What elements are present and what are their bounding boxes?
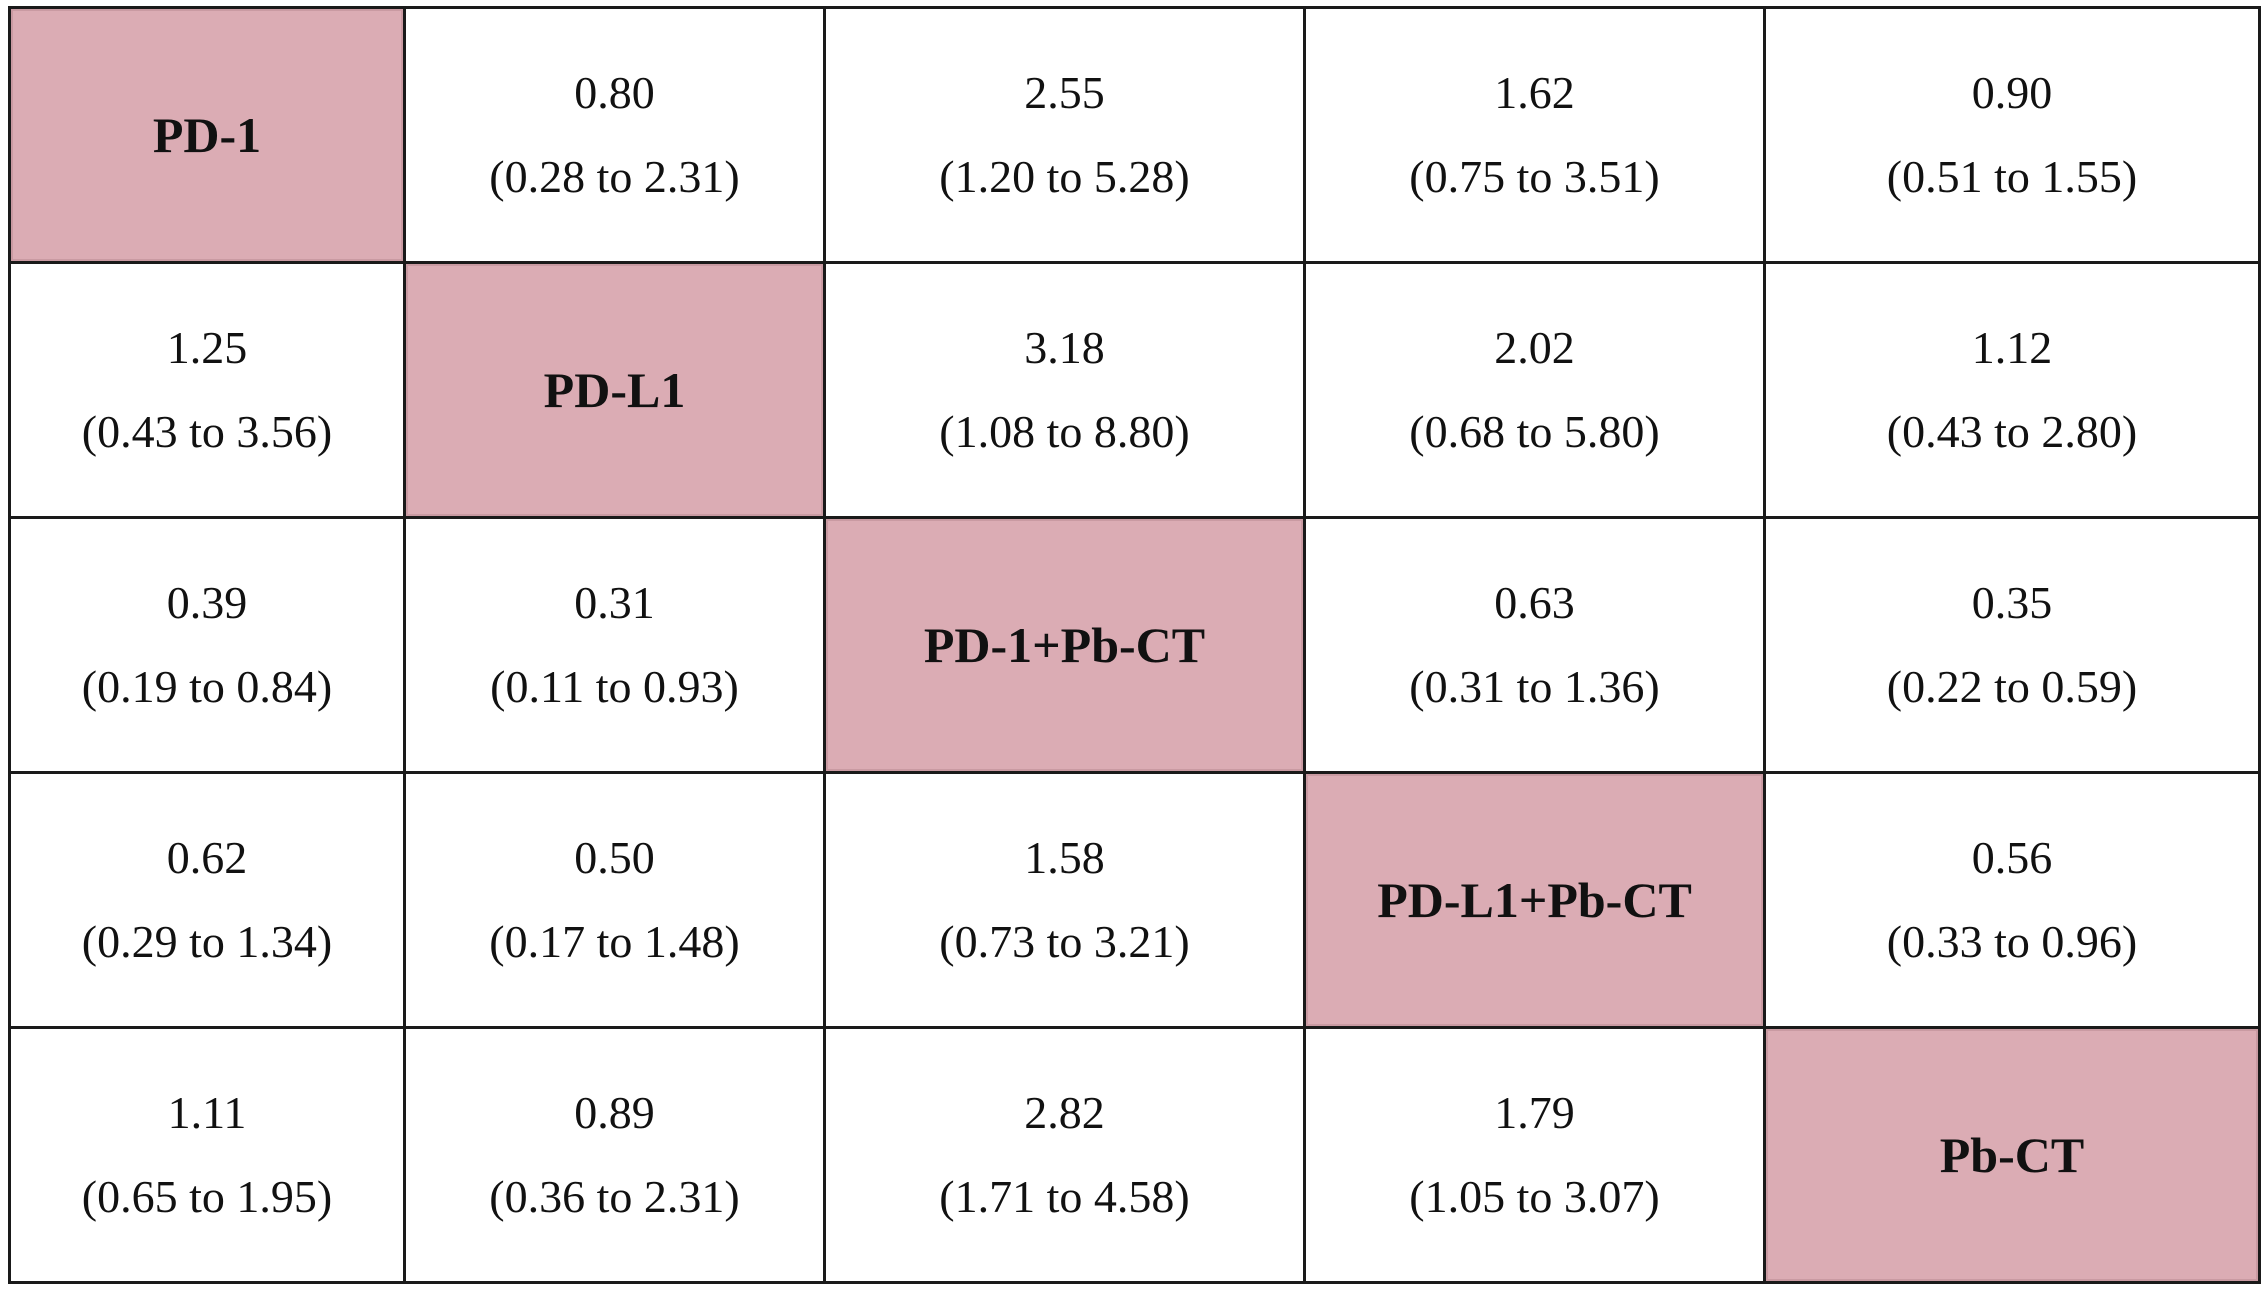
- comparison-cell: 1.11 (0.65 to 1.95): [8, 1026, 406, 1284]
- comparison-cell: 0.80 (0.28 to 2.31): [403, 6, 826, 264]
- confidence-interval: (0.31 to 1.36): [1409, 661, 1660, 712]
- comparison-cell: 1.25 (0.43 to 3.56): [8, 261, 406, 519]
- treatment-cell-pd-l1: PD-L1: [403, 261, 826, 519]
- confidence-interval: (0.43 to 2.80): [1886, 406, 2138, 457]
- confidence-interval: (0.43 to 3.56): [81, 406, 333, 457]
- effect-estimate: 2.82: [1024, 1087, 1105, 1138]
- treatment-label: PD-1+Pb-CT: [923, 617, 1206, 673]
- table-row: 0.62 (0.29 to 1.34) 0.50 (0.17 to 1.48) …: [8, 771, 2261, 1029]
- confidence-interval: (0.11 to 0.93): [490, 661, 739, 712]
- confidence-interval: (1.20 to 5.28): [939, 151, 1190, 202]
- comparison-cell: 0.56 (0.33 to 0.96): [1763, 771, 2261, 1029]
- treatment-cell-pd-l1-pb-ct: PD-L1+Pb-CT: [1303, 771, 1766, 1029]
- treatment-cell-pd-1-pb-ct: PD-1+Pb-CT: [823, 516, 1306, 774]
- effect-estimate: 0.90: [1971, 67, 2053, 118]
- comparison-cell: 1.62 (0.75 to 3.51): [1303, 6, 1766, 264]
- comparison-cell: 0.31 (0.11 to 0.93): [403, 516, 826, 774]
- table-row: 0.39 (0.19 to 0.84) 0.31 (0.11 to 0.93) …: [8, 516, 2261, 774]
- treatment-label: PD-L1+Pb-CT: [1377, 872, 1692, 928]
- treatment-cell-pd-1: PD-1: [8, 6, 406, 264]
- treatment-label: Pb-CT: [1939, 1127, 2085, 1183]
- effect-estimate: 0.63: [1494, 577, 1575, 628]
- comparison-cell: 0.90 (0.51 to 1.55): [1763, 6, 2261, 264]
- comparison-cell: 1.12 (0.43 to 2.80): [1763, 261, 2261, 519]
- comparison-cell: 3.18 (1.08 to 8.80): [823, 261, 1306, 519]
- confidence-interval: (0.19 to 0.84): [81, 661, 333, 712]
- effect-estimate: 1.11: [167, 1087, 247, 1138]
- confidence-interval: (0.29 to 1.34): [81, 916, 333, 967]
- effect-estimate: 1.58: [1024, 832, 1105, 883]
- confidence-interval: (1.05 to 3.07): [1409, 1171, 1660, 1222]
- confidence-interval: (0.51 to 1.55): [1886, 151, 2138, 202]
- confidence-interval: (0.65 to 1.95): [81, 1171, 333, 1222]
- confidence-interval: (0.17 to 1.48): [489, 916, 740, 967]
- effect-estimate: 0.50: [574, 832, 655, 883]
- effect-estimate: 0.89: [574, 1087, 655, 1138]
- effect-estimate: 1.25: [166, 322, 248, 373]
- comparison-cell: 2.55 (1.20 to 5.28): [823, 6, 1306, 264]
- confidence-interval: (0.36 to 2.31): [489, 1171, 740, 1222]
- treatment-label: PD-L1: [543, 362, 686, 418]
- table-row: 1.11 (0.65 to 1.95) 0.89 (0.36 to 2.31) …: [8, 1026, 2261, 1284]
- confidence-interval: (0.75 to 3.51): [1409, 151, 1660, 202]
- effect-estimate: 0.31: [574, 577, 655, 628]
- confidence-interval: (0.33 to 0.96): [1886, 916, 2138, 967]
- effect-estimate: 0.35: [1971, 577, 2053, 628]
- confidence-interval: (0.68 to 5.80): [1409, 406, 1660, 457]
- effect-estimate: 2.02: [1494, 322, 1575, 373]
- effect-estimate: 1.12: [1971, 322, 2053, 373]
- comparison-cell: 0.50 (0.17 to 1.48): [403, 771, 826, 1029]
- comparison-cell: 0.89 (0.36 to 2.31): [403, 1026, 826, 1284]
- effect-estimate: 0.80: [574, 67, 655, 118]
- league-table: PD-1 0.80 (0.28 to 2.31) 2.55 (1.20 to 5…: [8, 6, 2261, 1284]
- effect-estimate: 0.62: [166, 832, 248, 883]
- effect-estimate: 0.39: [166, 577, 248, 628]
- confidence-interval: (0.28 to 2.31): [489, 151, 740, 202]
- table-row: PD-1 0.80 (0.28 to 2.31) 2.55 (1.20 to 5…: [8, 6, 2261, 264]
- confidence-interval: (1.08 to 8.80): [939, 406, 1190, 457]
- confidence-interval: (0.22 to 0.59): [1886, 661, 2138, 712]
- comparison-cell: 0.62 (0.29 to 1.34): [8, 771, 406, 1029]
- effect-estimate: 1.62: [1494, 67, 1575, 118]
- effect-estimate: 0.56: [1971, 832, 2053, 883]
- comparison-cell: 2.82 (1.71 to 4.58): [823, 1026, 1306, 1284]
- treatment-cell-pb-ct: Pb-CT: [1763, 1026, 2261, 1284]
- effect-estimate: 2.55: [1024, 67, 1105, 118]
- comparison-cell: 0.35 (0.22 to 0.59): [1763, 516, 2261, 774]
- comparison-cell: 1.79 (1.05 to 3.07): [1303, 1026, 1766, 1284]
- comparison-cell: 2.02 (0.68 to 5.80): [1303, 261, 1766, 519]
- effect-estimate: 3.18: [1024, 322, 1105, 373]
- confidence-interval: (1.71 to 4.58): [939, 1171, 1190, 1222]
- comparison-cell: 0.63 (0.31 to 1.36): [1303, 516, 1766, 774]
- table-row: 1.25 (0.43 to 3.56) PD-L1 3.18 (1.08 to …: [8, 261, 2261, 519]
- treatment-label: PD-1: [152, 107, 262, 163]
- confidence-interval: (0.73 to 3.21): [939, 916, 1190, 967]
- comparison-cell: 1.58 (0.73 to 3.21): [823, 771, 1306, 1029]
- effect-estimate: 1.79: [1494, 1087, 1575, 1138]
- comparison-cell: 0.39 (0.19 to 0.84): [8, 516, 406, 774]
